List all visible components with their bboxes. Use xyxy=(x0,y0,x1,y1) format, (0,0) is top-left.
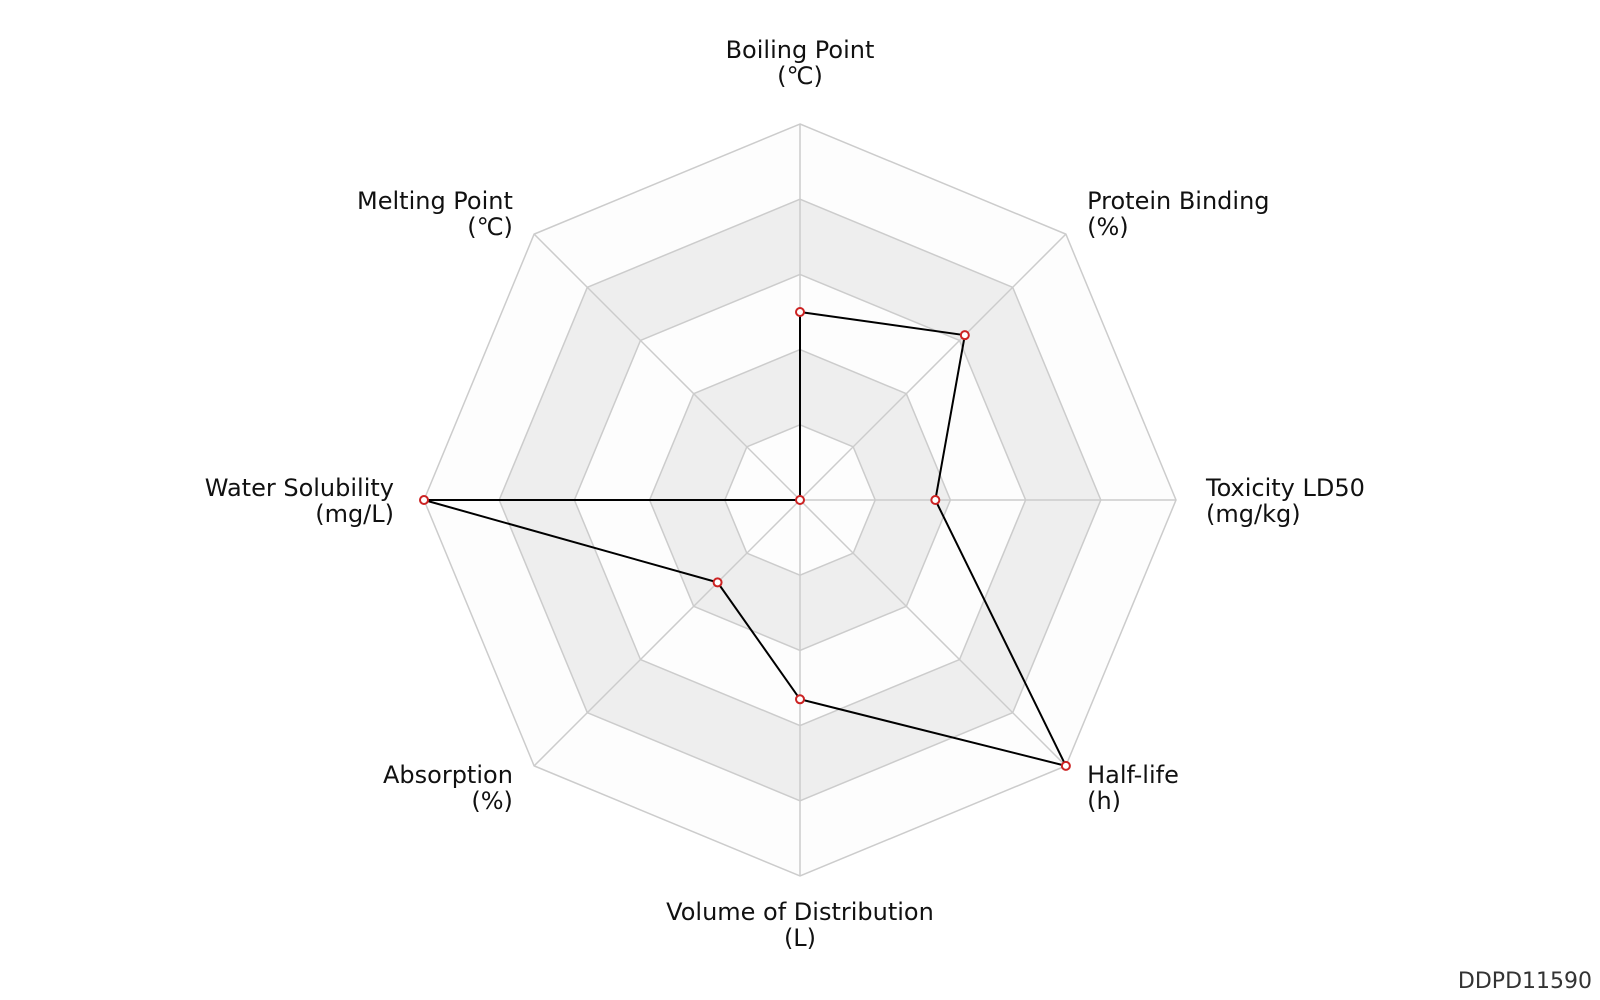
axis-labels: Boiling Point(℃)Protein Binding(%)Toxici… xyxy=(205,36,1365,952)
data-point-3 xyxy=(1060,760,1071,771)
data-point-4 xyxy=(795,694,805,705)
axis-label-2: Toxicity LD50 xyxy=(1205,474,1365,502)
axis-label-1: Protein Binding xyxy=(1087,187,1269,215)
axis-label-5: Absorption xyxy=(383,761,513,789)
data-point-7 xyxy=(795,495,805,505)
axis-unit-5: (%) xyxy=(471,787,513,815)
axis-label-4: Volume of Distribution xyxy=(666,898,934,926)
axis-label-6: Water Solubility xyxy=(205,474,394,502)
axis-spoke-1 xyxy=(799,233,1067,501)
axis-unit-2: (mg/kg) xyxy=(1206,500,1301,528)
axis-unit-0: (℃) xyxy=(777,62,823,90)
axis-unit-3: (h) xyxy=(1087,787,1121,815)
axis-unit-4: (L) xyxy=(784,924,816,952)
data-point-6 xyxy=(419,495,429,505)
data-point-5 xyxy=(712,577,723,588)
axis-label-3: Half-life xyxy=(1087,761,1179,789)
data-point-2 xyxy=(930,495,941,505)
axis-label-7: Melting Point xyxy=(357,187,513,215)
axis-spoke-7 xyxy=(533,233,801,501)
data-point-1 xyxy=(959,330,970,341)
data-point-0 xyxy=(795,307,805,317)
data-series xyxy=(419,307,1071,771)
axis-unit-6: (mg/L) xyxy=(315,500,394,528)
axis-label-0: Boiling Point xyxy=(726,36,875,64)
axis-unit-7: (℃) xyxy=(467,213,513,241)
axis-spoke-5 xyxy=(533,499,801,767)
id-code: DDPD11590 xyxy=(1457,969,1592,994)
axis-spoke-3 xyxy=(799,499,1067,767)
axis-unit-1: (%) xyxy=(1087,213,1129,241)
